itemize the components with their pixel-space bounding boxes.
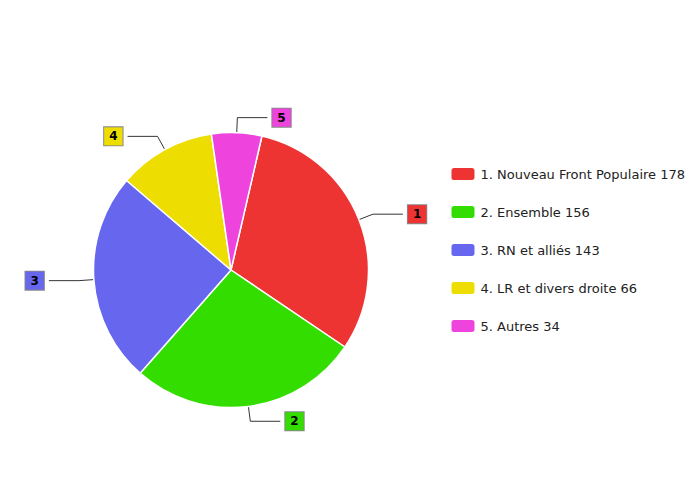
- svg-text:2. Ensemble 156: 2. Ensemble 156: [480, 205, 589, 220]
- svg-text:5. Autres 34: 5. Autres 34: [480, 319, 559, 334]
- svg-text:1. Nouveau Front Populaire 178: 1. Nouveau Front Populaire 178: [480, 167, 685, 182]
- svg-text:5: 5: [277, 111, 285, 125]
- svg-text:4. LR et divers droite 66: 4. LR et divers droite 66: [480, 281, 637, 296]
- svg-text:3. RN et alliés 143: 3. RN et alliés 143: [480, 243, 599, 258]
- svg-text:2: 2: [290, 414, 298, 428]
- svg-text:1: 1: [413, 207, 421, 221]
- svg-text:3: 3: [31, 274, 39, 288]
- svg-text:4: 4: [109, 129, 117, 143]
